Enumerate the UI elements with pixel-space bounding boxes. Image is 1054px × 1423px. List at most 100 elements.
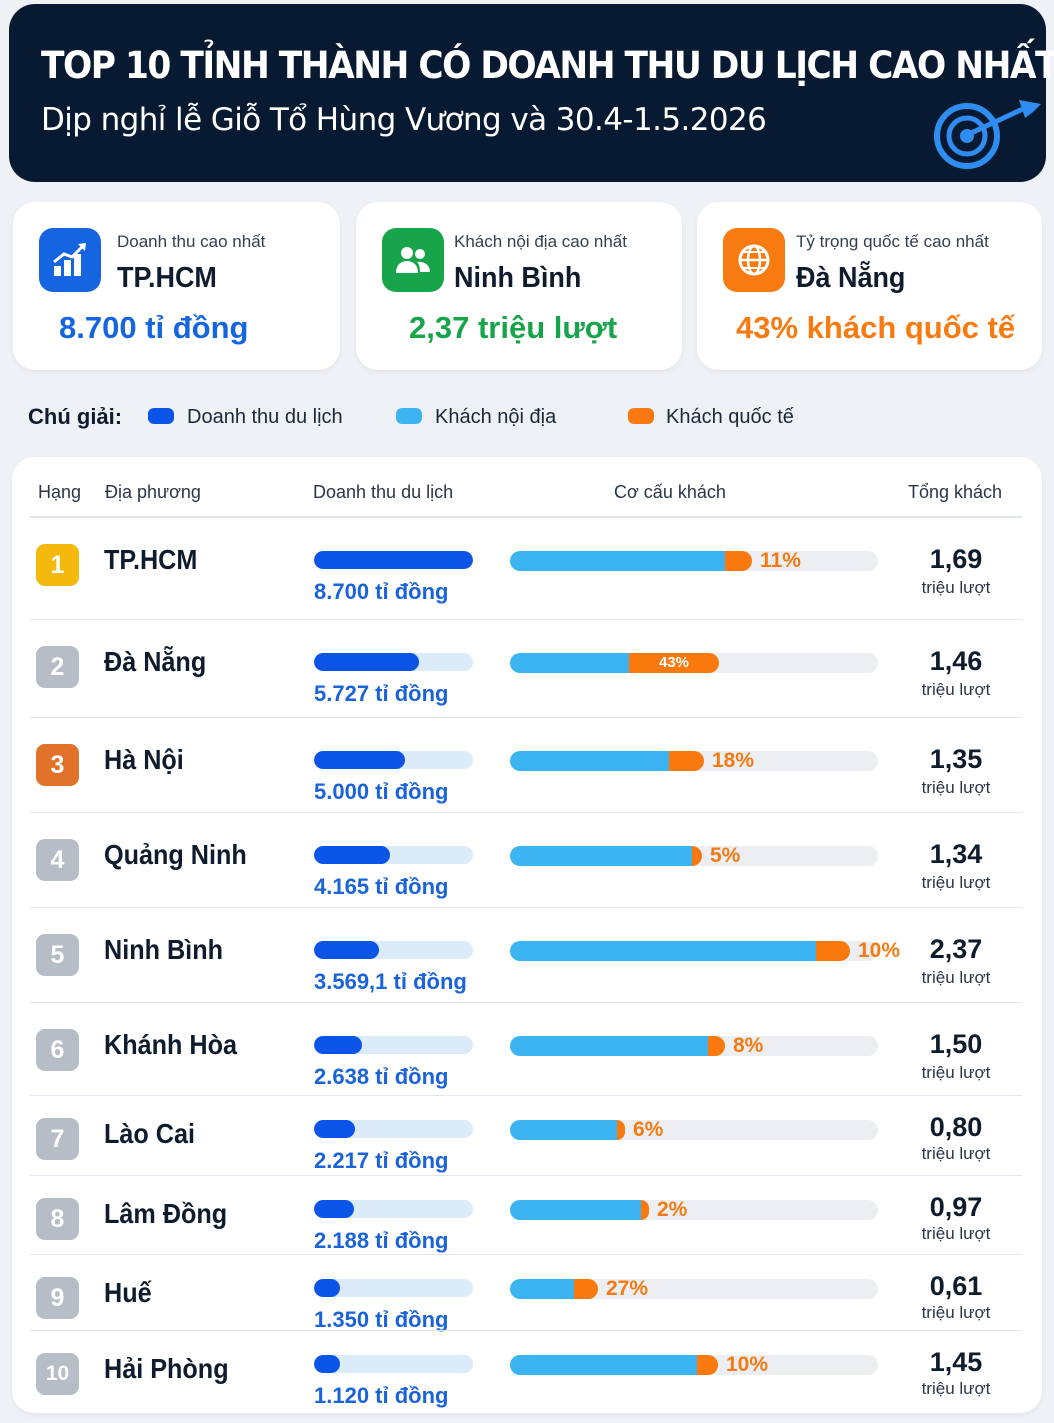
total-visitors-value: 1,50 xyxy=(929,1029,983,1059)
location-name: Ninh Bình xyxy=(104,934,223,965)
international-share-label: 5% xyxy=(710,844,741,867)
total-visitors-unit: triệu lượt xyxy=(921,1303,991,1322)
international-share-label: 6% xyxy=(633,1118,664,1141)
revenue-bar xyxy=(314,1355,340,1373)
column-header-location: Địa phương xyxy=(105,482,201,502)
international-visitor-bar xyxy=(708,1036,725,1056)
revenue-value: 1.120 tỉ đồng xyxy=(314,1383,449,1408)
table-row: 6 Khánh Hòa 2.638 tỉ đồng 8% 1,50 triệu lượt xyxy=(0,1005,1054,1096)
total-visitors-value: 2,37 xyxy=(929,934,983,964)
revenue-bar-track xyxy=(314,653,473,671)
rank-badge: 8 xyxy=(36,1198,79,1240)
location-name: Khánh Hòa xyxy=(104,1029,238,1060)
domestic-visitor-bar xyxy=(510,1036,708,1056)
total-visitors-unit: triệu lượt xyxy=(921,778,991,797)
column-header-rank: Hạng xyxy=(38,482,82,502)
rank-badge: 7 xyxy=(36,1118,79,1160)
location-name: Đà Nẵng xyxy=(104,646,207,677)
total-visitors-value: 1,45 xyxy=(929,1347,983,1377)
revenue-value: 2.188 tỉ đồng xyxy=(314,1228,449,1253)
location-name: Lâm Đồng xyxy=(104,1198,228,1229)
column-header-revenue: Doanh thu du lịch xyxy=(313,482,454,502)
rank-badge: 2 xyxy=(36,646,79,688)
total-visitors-unit: triệu lượt xyxy=(921,578,991,597)
row-divider xyxy=(30,1095,1022,1096)
location-name: Quảng Ninh xyxy=(104,839,247,870)
location-name: Lào Cai xyxy=(104,1118,196,1149)
row-divider xyxy=(30,1254,1022,1255)
visitor-mix-bar-track xyxy=(510,1355,878,1375)
table-row: 10 Hải Phòng 1.120 tỉ đồng 10% 1,45 triệu lượ… xyxy=(0,1333,1054,1408)
revenue-value: 4.165 tỉ đồng xyxy=(314,874,449,899)
visitor-mix-bar-track xyxy=(510,551,878,571)
domestic-visitor-bar xyxy=(510,751,669,771)
revenue-bar xyxy=(314,1279,340,1297)
domestic-visitor-bar xyxy=(510,941,816,961)
rank-badge: 1 xyxy=(36,544,79,586)
location-name: Hà Nội xyxy=(104,744,184,775)
stat-card-name: Ninh Bình xyxy=(454,262,582,294)
revenue-bar xyxy=(314,941,379,959)
international-share-label: 10% xyxy=(858,939,901,962)
total-visitors-value: 1,69 xyxy=(929,544,983,574)
row-divider xyxy=(30,812,1022,813)
total-visitors-unit: triệu lượt xyxy=(921,968,991,987)
legend-label-revenue: Doanh thu du lịch xyxy=(187,406,343,428)
revenue-value: 3.569,1 tỉ đồng xyxy=(314,969,467,994)
rank-badge: 9 xyxy=(36,1277,79,1319)
revenue-bar-track xyxy=(314,751,473,769)
international-share-label: 43% xyxy=(658,654,690,671)
legend-swatch-domestic xyxy=(396,408,422,424)
visitor-mix-bar-track xyxy=(510,1200,878,1220)
total-visitors-value: 0,61 xyxy=(929,1271,983,1301)
total-visitors-value: 0,80 xyxy=(929,1112,983,1142)
international-visitor-bar xyxy=(697,1355,718,1375)
revenue-bar xyxy=(314,1120,355,1138)
rank-badge: 5 xyxy=(36,934,79,976)
international-visitor-bar xyxy=(816,941,850,961)
table-row: 8 Lâm Đồng 2.188 tỉ đồng 2% 0,97 triệu lượt xyxy=(0,1178,1054,1255)
table-row: 5 Ninh Bình 3.569,1 tỉ đồng 10% 2,37 triệu lư… xyxy=(0,910,1054,1003)
total-visitors-unit: triệu lượt xyxy=(921,1224,991,1243)
international-share-label: 2% xyxy=(657,1198,688,1221)
visitor-mix-bar-track xyxy=(510,1120,878,1140)
revenue-value: 5.727 tỉ đồng xyxy=(314,681,449,706)
revenue-bar xyxy=(314,1200,354,1218)
international-visitor-bar xyxy=(629,653,719,673)
stat-card-label: Khách nội địa cao nhất xyxy=(454,232,627,251)
table-row: 1 TP.HCM 8.700 tỉ đồng 11% 1,69 triệu lượt xyxy=(0,520,1054,620)
rank-badge: 10 xyxy=(36,1353,79,1395)
revenue-value: 1.350 tỉ đồng xyxy=(314,1307,449,1332)
revenue-bar xyxy=(314,653,419,671)
international-visitor-bar xyxy=(641,1200,649,1220)
revenue-value: 5.000 tỉ đồng xyxy=(314,779,449,804)
row-divider xyxy=(30,1330,1022,1331)
visitor-mix-bar-track: 43% xyxy=(510,653,878,673)
total-visitors-unit: triệu lượt xyxy=(921,1144,991,1163)
total-visitors-value: 0,97 xyxy=(929,1192,983,1222)
domestic-visitor-bar xyxy=(510,1200,641,1220)
row-divider xyxy=(30,717,1022,718)
revenue-bar-track xyxy=(314,1200,473,1218)
revenue-bar-track xyxy=(314,846,473,864)
domestic-visitor-bar xyxy=(510,1120,617,1140)
revenue-value: 2.217 tỉ đồng xyxy=(314,1148,449,1173)
revenue-bar-track xyxy=(314,1279,473,1297)
stat-card-value: 2,37 triệu lượt xyxy=(409,310,618,345)
stat-card-value: 8.700 tỉ đồng xyxy=(59,310,249,345)
total-visitors-value: 1,35 xyxy=(929,744,983,774)
international-visitor-bar xyxy=(574,1279,598,1299)
bar-chart-up-icon xyxy=(39,228,101,292)
legend-label-international: Khách quốc tế xyxy=(666,406,794,428)
stat-card-value: 43% khách quốc tế xyxy=(736,310,1016,345)
revenue-value: 2.638 tỉ đồng xyxy=(314,1064,449,1089)
international-share-label: 27% xyxy=(606,1277,649,1300)
visitor-mix-bar-track xyxy=(510,1036,878,1056)
ranking-table-panel xyxy=(12,457,1042,1413)
revenue-value: 8.700 tỉ đồng xyxy=(314,579,449,604)
total-visitors-value: 1,46 xyxy=(929,646,983,676)
rank-badge: 4 xyxy=(36,839,79,881)
users-icon xyxy=(382,228,444,292)
domestic-visitor-bar xyxy=(510,846,692,866)
table-row: 4 Quảng Ninh 4.165 tỉ đồng 5% 1,34 triệu lượt xyxy=(0,815,1054,908)
